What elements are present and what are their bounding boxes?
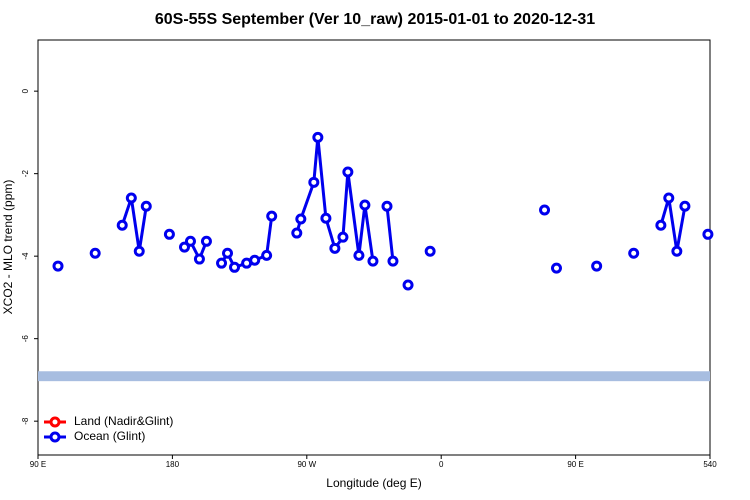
x-tick-label: 180: [166, 460, 180, 469]
data-point: [266, 210, 278, 222]
data-point: [291, 227, 303, 239]
x-tick-label: 540: [703, 460, 717, 469]
data-point: [52, 260, 64, 272]
data-point: [539, 204, 551, 216]
data-point: [229, 261, 241, 273]
data-point: [337, 231, 349, 243]
data-point: [116, 219, 128, 231]
data-point: [163, 228, 175, 240]
y-tick-label: -6: [21, 335, 30, 343]
data-point: [320, 212, 332, 224]
x-tick-label: 0: [439, 460, 444, 469]
y-tick-label: -8: [21, 417, 30, 425]
chart-title: 60S-55S September (Ver 10_raw) 2015-01-0…: [155, 11, 595, 28]
x-tick-label: 90 W: [297, 460, 316, 469]
data-point: [402, 279, 414, 291]
reference-band: [38, 371, 710, 382]
data-point: [329, 242, 341, 254]
data-point: [628, 247, 640, 259]
data-point: [663, 192, 675, 204]
data-point: [679, 200, 691, 212]
data-point: [295, 213, 307, 225]
legend-label: Land (Nadir&Glint): [74, 414, 173, 428]
data-point: [312, 131, 324, 143]
data-point: [381, 200, 393, 212]
data-point: [249, 254, 261, 266]
plot-frame: [37, 39, 711, 456]
data-point: [655, 219, 667, 231]
data-point: [342, 166, 354, 178]
y-axis-label: XCO2 - MLO trend (ppm): [1, 180, 15, 315]
legend-marker: [49, 416, 61, 428]
y-tick-label: -2: [21, 170, 30, 178]
data-point: [591, 260, 603, 272]
data-point: [424, 245, 436, 257]
data-point: [193, 253, 205, 265]
y-tick-label: -4: [21, 252, 30, 260]
data-point: [367, 255, 379, 267]
data-point: [89, 247, 101, 259]
data-point: [308, 176, 320, 188]
data-point: [140, 200, 152, 212]
data-point: [222, 247, 234, 259]
data-point: [387, 255, 399, 267]
data-point: [125, 192, 137, 204]
data-point: [359, 199, 371, 211]
data-point: [133, 245, 145, 257]
series-line: [122, 137, 708, 267]
data-point: [550, 262, 562, 274]
x-tick-label: 90 E: [567, 460, 583, 469]
data-point: [353, 249, 365, 261]
data-point: [261, 249, 273, 261]
x-tick-label: 90 E: [30, 460, 46, 469]
data-point: [200, 235, 212, 247]
legend-label: Ocean (Glint): [74, 429, 145, 443]
data-point: [216, 257, 228, 269]
x-axis-label: Longitude (deg E): [326, 476, 421, 490]
data-point: [702, 228, 714, 240]
data-point: [184, 235, 196, 247]
legend-marker: [49, 431, 61, 443]
y-tick-label: 0: [21, 88, 30, 93]
data-point: [671, 245, 683, 257]
